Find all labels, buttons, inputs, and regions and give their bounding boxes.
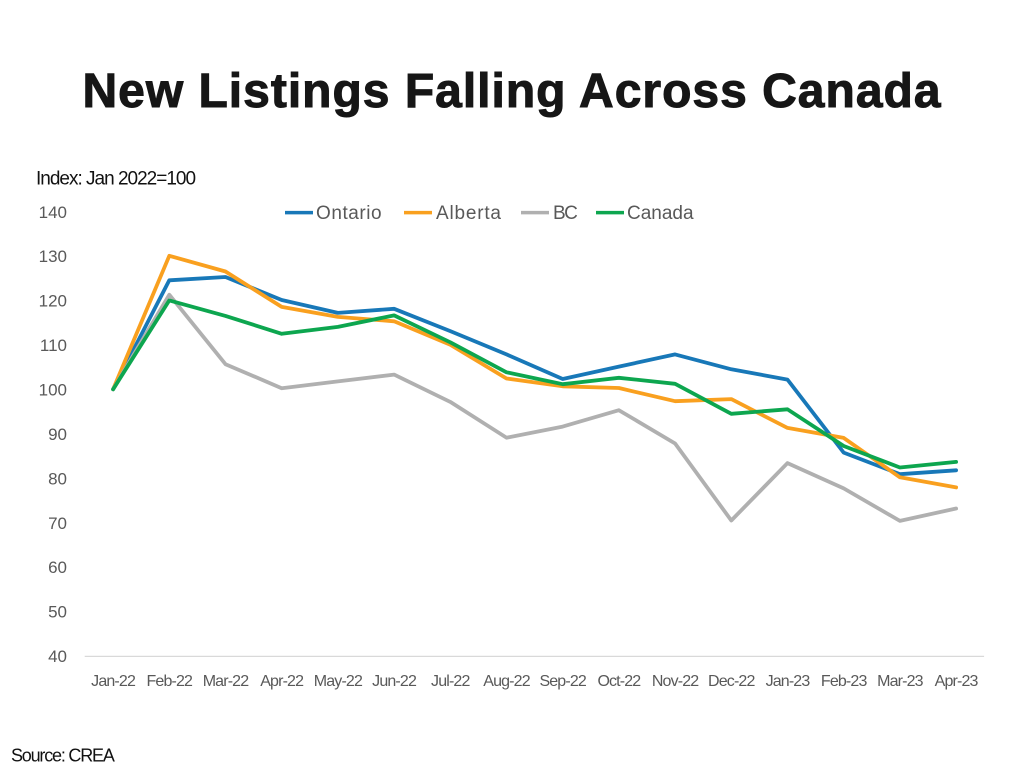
svg-text:Ontario: Ontario [316,203,382,224]
svg-text:Apr-23: Apr-23 [935,673,979,690]
svg-text:Jan-23: Jan-23 [766,673,811,690]
svg-text:Canada: Canada [627,203,694,224]
svg-text:90: 90 [48,425,67,444]
svg-text:May-22: May-22 [314,673,363,690]
svg-text:New Listings Falling Across Ca: New Listings Falling Across Canada [82,65,941,118]
svg-text:Jul-22: Jul-22 [431,673,470,690]
svg-text:110: 110 [40,336,67,355]
svg-text:60: 60 [48,558,67,577]
svg-text:80: 80 [48,469,67,488]
svg-text:BC: BC [553,203,577,224]
svg-text:40: 40 [48,647,67,666]
svg-text:120: 120 [39,292,67,311]
svg-text:140: 140 [39,203,67,222]
svg-text:Apr-22: Apr-22 [260,673,304,690]
svg-text:Feb-22: Feb-22 [146,673,193,690]
svg-text:Source: CREA: Source: CREA [11,745,115,765]
svg-text:Mar-23: Mar-23 [877,673,924,690]
svg-text:Oct-22: Oct-22 [597,673,641,690]
svg-text:130: 130 [39,247,67,266]
svg-text:Jan-22: Jan-22 [91,673,136,690]
svg-text:70: 70 [48,514,67,533]
svg-text:50: 50 [48,603,67,622]
svg-text:Mar-22: Mar-22 [203,673,250,690]
svg-text:Sep-22: Sep-22 [539,673,586,690]
svg-text:Jun-22: Jun-22 [372,673,417,690]
svg-text:Aug-22: Aug-22 [483,673,530,690]
svg-text:100: 100 [39,381,67,400]
svg-text:Feb-23: Feb-23 [821,673,868,690]
svg-text:Nov-22: Nov-22 [652,673,699,690]
svg-text:Index: Jan 2022=100: Index: Jan 2022=100 [36,169,195,190]
svg-text:Dec-22: Dec-22 [708,673,755,690]
svg-text:Alberta: Alberta [436,203,502,224]
